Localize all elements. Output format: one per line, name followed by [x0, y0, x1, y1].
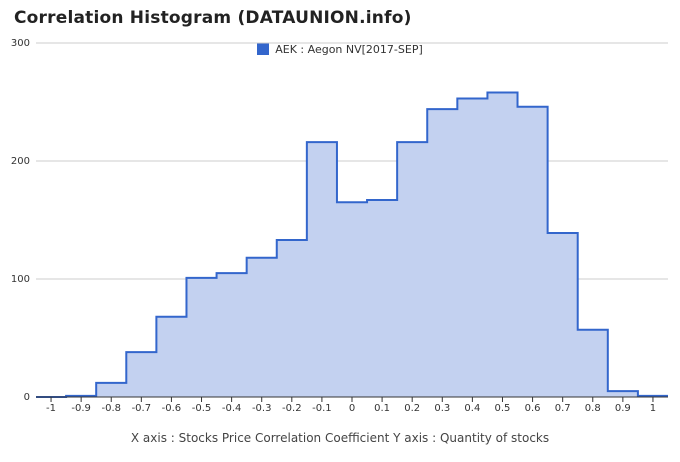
y-tick-label: 0 [24, 392, 30, 403]
x-tick-label: 0.1 [374, 403, 390, 414]
histogram-bin[interactable] [217, 273, 247, 397]
y-tick-label: 100 [11, 274, 30, 285]
histogram-bin[interactable] [578, 330, 608, 397]
x-tick-label: 0 [349, 403, 355, 414]
histogram-area [36, 91, 668, 398]
histogram-bin[interactable] [518, 107, 548, 397]
histogram-bin[interactable] [96, 383, 126, 397]
legend-label: AEK : Aegon NV[2017-SEP] [275, 43, 423, 56]
histogram-bin[interactable] [247, 258, 277, 397]
histogram-bin[interactable] [367, 200, 397, 397]
histogram-bin[interactable] [156, 317, 186, 397]
legend[interactable]: AEK : Aegon NV[2017-SEP] [0, 43, 680, 56]
x-tick-label: -0.9 [71, 403, 91, 414]
histogram-outline [36, 91, 668, 398]
x-tick-label: 1 [650, 403, 656, 414]
x-tick-label: -0.2 [282, 403, 302, 414]
x-tick-label: 0.6 [525, 403, 541, 414]
histogram-bin[interactable] [337, 202, 367, 397]
histogram-bin[interactable] [186, 278, 216, 397]
x-tick-label: -0.8 [101, 403, 121, 414]
histogram-bin[interactable] [608, 391, 638, 397]
x-tick-label: -0.3 [252, 403, 272, 414]
chart-title: Correlation Histogram (DATAUNION.info) [14, 8, 412, 28]
histogram-bin[interactable] [457, 98, 487, 397]
y-tick-label: 300 [11, 38, 30, 49]
x-tick-label: -0.4 [222, 403, 242, 414]
histogram-bin[interactable] [307, 142, 337, 397]
x-tick-label: -0.6 [162, 403, 182, 414]
x-tick-label: -0.7 [132, 403, 152, 414]
histogram-fill [36, 92, 668, 397]
x-tick-label: 0.3 [434, 403, 450, 414]
x-tick-label: 0.8 [585, 403, 601, 414]
histogram-bin[interactable] [397, 142, 427, 397]
y-tick-label: 200 [11, 156, 30, 167]
x-tick-label: 0.4 [464, 403, 480, 414]
x-tick-label: 0.2 [404, 403, 420, 414]
x-tick-label: 0.7 [555, 403, 571, 414]
legend-swatch [257, 43, 270, 55]
histogram-bin[interactable] [548, 233, 578, 397]
x-tick-label: 0.5 [495, 403, 511, 414]
axes: 0 100 200 300 -1 -0.9 -0.8 -0.7 -0.6 -0.5 -0.4 -0.3… [11, 38, 668, 414]
x-tick-label: -1 [46, 403, 56, 414]
histogram-bin[interactable] [487, 93, 517, 397]
histogram-bin[interactable] [277, 240, 307, 397]
x-tick-label: -0.5 [192, 403, 212, 414]
x-tick-label: -0.1 [312, 403, 332, 414]
histogram-bin[interactable] [427, 109, 457, 397]
histogram-bin[interactable] [126, 352, 156, 397]
axis-caption: X axis : Stocks Price Correlation Coeffi… [130, 431, 550, 445]
x-tick-label: 0.9 [615, 403, 631, 414]
